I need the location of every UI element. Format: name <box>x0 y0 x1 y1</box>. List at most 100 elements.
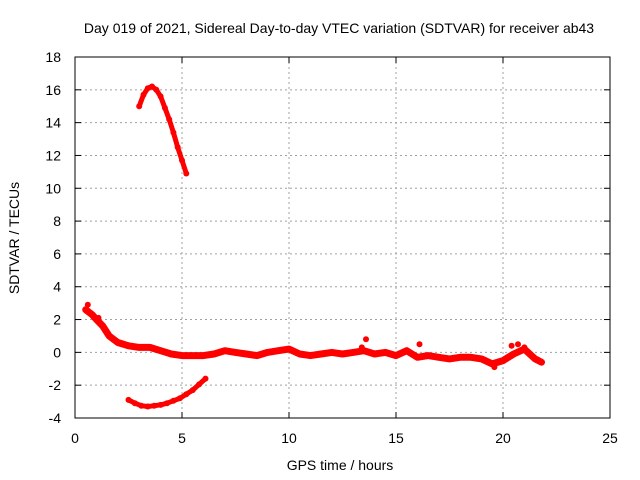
data-point <box>425 352 432 359</box>
x-tick-label: 10 <box>281 430 297 446</box>
y-tick-label: 4 <box>53 279 61 295</box>
data-point <box>478 355 485 362</box>
data-point <box>538 359 545 366</box>
data-point <box>106 333 113 339</box>
data-point <box>170 397 177 404</box>
data-point <box>166 116 173 123</box>
data-point <box>350 349 357 356</box>
data-point <box>82 306 89 313</box>
data-point <box>416 341 423 348</box>
data-point <box>307 352 314 359</box>
data-point <box>457 354 464 361</box>
data-point <box>467 354 474 361</box>
data-point <box>131 400 138 407</box>
y-tick-label: -2 <box>49 377 62 393</box>
data-point <box>168 351 175 357</box>
data-point <box>95 314 102 321</box>
y-tick-label: 6 <box>53 246 61 262</box>
y-tick-label: 16 <box>45 82 61 98</box>
data-point <box>149 83 155 90</box>
data-point <box>358 344 365 351</box>
y-tick-label: -4 <box>49 410 62 426</box>
data-point <box>339 351 346 357</box>
data-point <box>275 347 282 354</box>
y-tick-label: 14 <box>45 115 61 131</box>
data-point <box>532 355 539 362</box>
data-point <box>446 355 453 362</box>
x-tick-label: 25 <box>602 430 618 446</box>
data-point <box>189 352 196 359</box>
x-axis-label: GPS time / hours <box>287 457 394 473</box>
data-point <box>491 364 498 371</box>
data-point <box>153 86 160 93</box>
data-point <box>510 351 517 357</box>
data-point <box>174 144 181 151</box>
data-point <box>114 339 121 346</box>
chart-title: Day 019 of 2021, Sidereal Day-to-day VTE… <box>84 20 594 36</box>
data-point <box>157 347 164 354</box>
data-point <box>84 301 91 308</box>
data-point <box>211 351 218 357</box>
data-point <box>328 349 335 356</box>
data-point <box>125 396 132 403</box>
data-point <box>435 354 442 361</box>
data-point <box>371 351 378 357</box>
data-point <box>243 351 250 357</box>
data-point <box>183 391 190 398</box>
data-point <box>508 342 515 349</box>
y-axis-label: SDTVAR / TECUs <box>6 182 22 294</box>
series-line-main-track <box>82 306 545 368</box>
data-point <box>144 403 151 410</box>
data-point <box>170 129 177 136</box>
plot-frame <box>74 56 611 419</box>
data-point <box>164 400 170 407</box>
data-point <box>136 344 143 351</box>
data-point <box>382 349 389 356</box>
data-point <box>264 349 271 356</box>
data-point <box>157 93 164 100</box>
data-point <box>221 347 228 354</box>
data-point <box>140 91 147 98</box>
data-point <box>200 352 207 359</box>
data-point <box>286 346 292 353</box>
data-point <box>179 352 185 359</box>
data-point <box>363 336 369 343</box>
data-point <box>99 323 106 330</box>
data-point <box>318 351 325 357</box>
data-point <box>161 104 168 111</box>
data-point <box>296 351 303 357</box>
data-point <box>179 157 185 164</box>
y-tick-label: 2 <box>53 312 61 328</box>
data-point <box>183 170 190 177</box>
data-point <box>500 357 506 364</box>
data-point <box>138 402 145 409</box>
data-point <box>151 402 158 409</box>
axis-ticks: 0 5 10 15 20 25 -4 -2 0 2 4 6 8 10 12 14 16 18 <box>45 49 618 446</box>
data-point <box>403 347 410 354</box>
data-point <box>157 401 164 408</box>
data-point <box>89 311 96 318</box>
data-point <box>146 344 153 351</box>
x-tick-label: 15 <box>388 430 404 446</box>
data-point <box>136 103 143 110</box>
y-tick-label: 18 <box>45 49 61 65</box>
x-tick-label: 0 <box>71 430 79 446</box>
data-point <box>393 352 399 359</box>
data-point <box>521 344 528 351</box>
data-point <box>189 387 196 394</box>
data-point <box>202 375 209 382</box>
data-point <box>196 381 203 388</box>
y-tick-label: 8 <box>53 213 61 229</box>
x-tick-label: 5 <box>178 430 186 446</box>
y-tick-label: 12 <box>45 147 61 163</box>
y-tick-label: 0 <box>53 344 61 360</box>
data-point <box>253 352 260 359</box>
data-point <box>515 341 521 348</box>
data-point <box>414 354 421 361</box>
data-point <box>125 342 132 349</box>
data-point <box>176 395 183 402</box>
data-point <box>232 349 239 356</box>
data-series <box>82 83 545 410</box>
